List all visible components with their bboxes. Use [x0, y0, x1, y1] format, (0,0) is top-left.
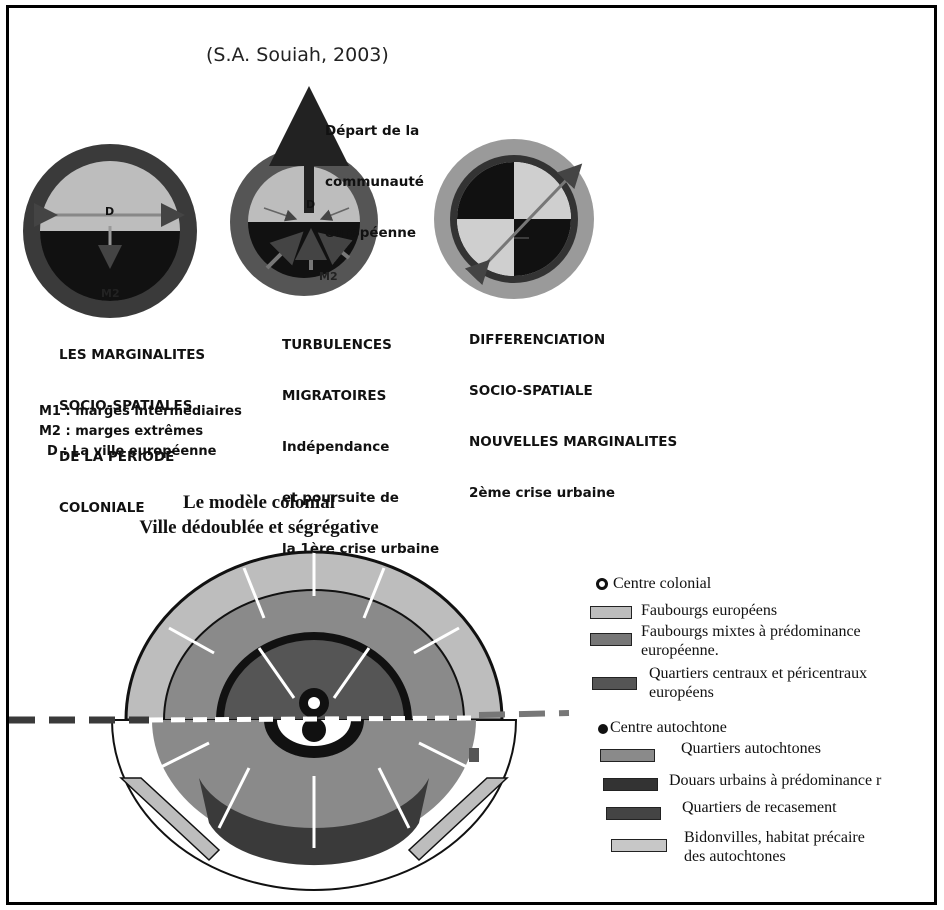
- key-m1: M1 : marges intermédiaires: [39, 404, 242, 419]
- caption-turbulences-line: Indépendance: [282, 439, 390, 455]
- diagram-graphics: D M2 D M2: [9, 86, 594, 891]
- legend-douars: Douars urbains à prédominance r: [669, 772, 882, 789]
- legend-centre-colonial-swatch: [596, 578, 608, 590]
- circle1-d-label: D: [105, 205, 114, 218]
- legend-quartiers-autochtones: Quartiers autochtones: [681, 740, 821, 757]
- caption-differenciation-line: DIFFERENCIATION: [469, 332, 606, 348]
- legend-bidonvilles: Bidonvilles, habitat précaire des autoch…: [684, 828, 865, 866]
- legend-swatch-faubourgs-europeens: [590, 606, 632, 619]
- departure-line-3: européenne: [325, 225, 417, 241]
- legend-bidonvilles-line: Bidonvilles, habitat précaire: [684, 829, 865, 846]
- key-d: D : La ville européenne: [47, 444, 217, 459]
- model-subtitle: Ville dédoublée et ségrégative: [139, 517, 379, 538]
- legend-swatch-faubourgs-mixtes: [590, 633, 632, 646]
- caption-turbulences-line: la 1ère crise urbaine: [282, 541, 440, 557]
- legend-swatch-recasement: [606, 807, 661, 820]
- key-list: M1 : marges intermédiaires M2 : marges e…: [39, 402, 242, 462]
- circle-differenciation: [434, 139, 594, 299]
- circle2-m2-label: M2: [319, 270, 338, 283]
- legend-recasement: Quartiers de recasement: [682, 799, 837, 816]
- caption-colonial-line: LES MARGINALITES: [59, 347, 206, 363]
- caption-differenciation: DIFFERENCIATION SOCIO-SPATIALE NOUVELLES…: [469, 298, 677, 536]
- caption-turbulences-line: MIGRATOIRES: [282, 388, 387, 404]
- legend-faubourgs-mixtes: Faubourgs mixtes à prédominance européen…: [641, 622, 861, 660]
- legend-swatch-quartiers-centraux: [592, 677, 637, 690]
- legend-quartiers-centraux: Quartiers centraux et péricentraux europ…: [649, 664, 867, 702]
- legend-swatch-bidonvilles: [611, 839, 667, 852]
- legend-faubourgs-mixtes-line: européenne.: [641, 642, 719, 659]
- legend-quartiers-centraux-line: européens: [649, 684, 714, 701]
- legend: Centre colonial Faubourgs européens Faub…: [9, 8, 934, 902]
- caption-colonial: LES MARGINALITES SOCIO-SPATIALES DE LA P…: [59, 313, 205, 551]
- caption-turbulences: TURBULENCES MIGRATOIRES Indépendance et …: [282, 303, 439, 592]
- legend-centre-autochtone: Centre autochtone: [610, 719, 727, 736]
- caption-colonial-line: SOCIO-SPATIALES: [59, 398, 193, 414]
- citation: (S.A. Souiah, 2003): [206, 44, 389, 66]
- circle-colonial: [23, 144, 197, 318]
- model-title: Le modèle colonial: [183, 492, 335, 513]
- caption-colonial-line: COLONIALE: [59, 500, 145, 516]
- caption-colonial-line: DE LA PERIODE: [59, 449, 175, 465]
- legend-swatch-douars: [603, 778, 658, 791]
- caption-turbulences-line: et poursuite de: [282, 490, 399, 506]
- legend-swatch-quartiers-autochtones: [600, 749, 655, 762]
- legend-quartiers-centraux-line: Quartiers centraux et péricentraux: [649, 665, 868, 682]
- legend-faubourgs-europeens: Faubourgs européens: [641, 602, 778, 619]
- caption-differenciation-line: NOUVELLES MARGINALITES: [469, 434, 678, 450]
- departure-line-2: communauté: [325, 174, 424, 190]
- legend-bidonvilles-line: des autochtones: [684, 848, 786, 865]
- key-m2: M2 : marges extrêmes: [39, 424, 204, 439]
- diagram-frame: D M2 D M2: [6, 5, 937, 905]
- circle2-d-label: D: [306, 198, 315, 211]
- caption-differenciation-line: 2ème crise urbaine: [469, 485, 616, 501]
- circle1-m2-label: M2: [101, 287, 120, 300]
- departure-caption: Départ de la communauté européenne: [325, 89, 424, 276]
- legend-centre-autochtone-swatch: [598, 724, 608, 734]
- colonial-model: [9, 550, 570, 891]
- circle-turbulences: [230, 86, 378, 296]
- caption-differenciation-line: SOCIO-SPATIALE: [469, 383, 593, 399]
- legend-centre-colonial: Centre colonial: [613, 575, 712, 592]
- caption-turbulences-line: TURBULENCES: [282, 337, 392, 353]
- legend-faubourgs-mixtes-line: Faubourgs mixtes à prédominance: [641, 623, 861, 640]
- departure-line-1: Départ de la: [325, 123, 420, 139]
